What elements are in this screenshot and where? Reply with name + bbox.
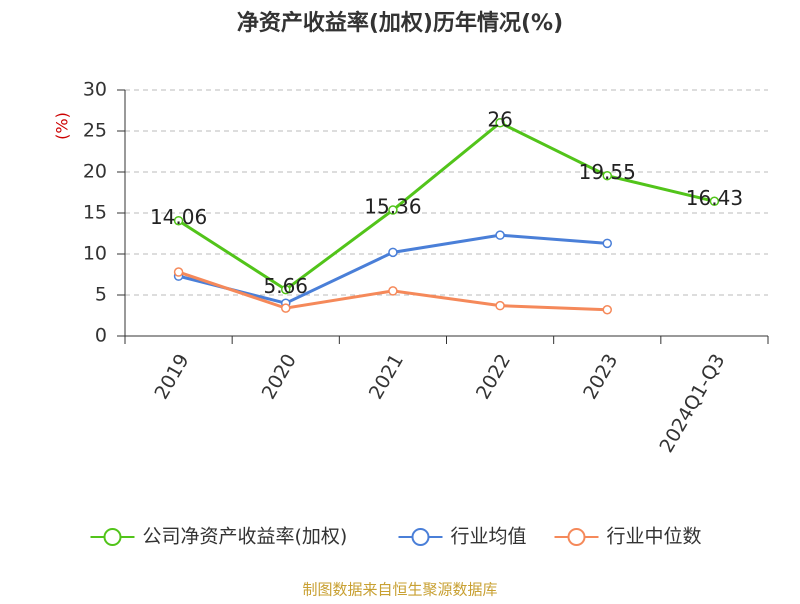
data-point [709,196,720,207]
legend-label: 行业中位数 [607,526,702,548]
data-label: 5.66 [263,274,308,298]
x-tick-label: 2024Q1-Q3 [655,350,729,456]
x-tick-label: 2019 [150,350,193,403]
legend-marker [567,528,586,546]
data-point [388,286,398,296]
legend-marker [411,528,430,546]
y-tick-label: 0 [95,325,107,347]
legend-label: 公司净资产收益率(加权) [143,526,348,548]
data-point [495,118,505,128]
series-line [177,121,715,292]
legend-item: 公司净资产收益率(加权) [90,526,348,548]
y-tick-label: 25 [83,120,107,142]
data-label: 19.55 [579,160,636,184]
data-point [281,284,291,295]
data-label: 15.36 [364,195,421,219]
data-point [495,230,505,240]
legend-marker [103,528,122,546]
legend-item: 行业中位数 [554,526,702,548]
data-label: 14.06 [150,205,207,229]
data-label: 16.43 [686,186,743,210]
data-point [602,305,612,315]
data-point [602,238,612,249]
x-tick-label: 2023 [579,350,622,403]
y-tick-label: 20 [83,161,107,183]
y-tick-label: 5 [95,284,107,306]
data-point [173,215,184,226]
x-tick-label: 2021 [365,350,408,403]
y-axis-label: (%) [53,112,72,140]
y-tick-label: 10 [83,243,107,265]
data-label: 26 [487,107,512,131]
y-tick-label: 30 [83,79,107,101]
source-note: 制图数据来自恒生聚源数据库 [302,581,497,599]
data-point [388,247,398,258]
y-tick-label: 15 [83,202,107,224]
data-point [173,267,184,277]
data-point [281,303,291,313]
chart-title: 净资产收益率(加权)历年情况(%) [237,10,563,36]
x-tick-label: 2022 [472,350,515,403]
x-tick-label: 2020 [258,350,301,403]
data-point [388,205,398,215]
legend-item: 行业均值 [398,526,527,548]
legend-label: 行业均值 [451,526,527,548]
data-point [495,300,505,311]
data-point [602,170,612,181]
